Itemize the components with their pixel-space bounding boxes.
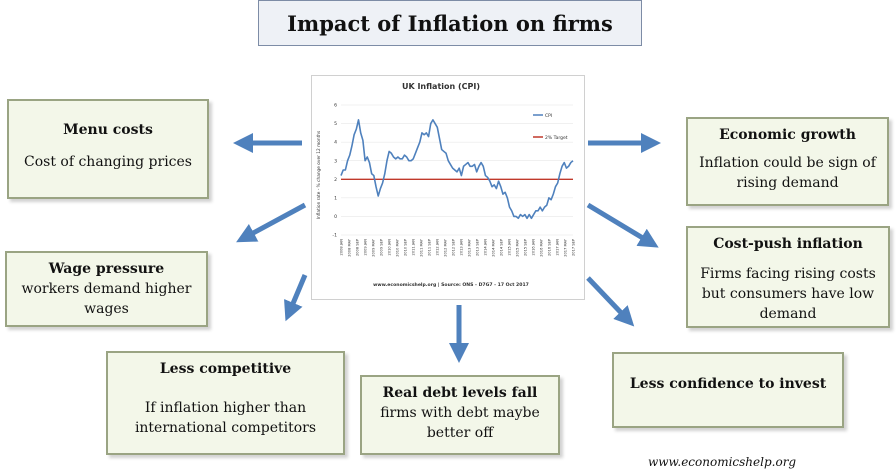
y-tick-label: 3 <box>334 158 337 164</box>
chart-frame <box>311 75 585 300</box>
real-debt-text: firms with debt maybe better off <box>380 405 540 441</box>
x-tick-label: 2017 JAN <box>556 239 560 256</box>
economic-growth-heading: Economic growth <box>719 127 856 143</box>
chart-x-ticks: 2008 JAN 2008 MAY 2008 SEP 2009 JAN 2009 MAY… <box>340 238 576 257</box>
x-tick-label: 2016 JAN <box>532 239 536 256</box>
box-cost-push-inflation: Cost-push inflation Firms facing rising … <box>686 226 890 328</box>
cost-push-heading: Cost-push inflation <box>713 236 863 252</box>
box-wage-pressure: Wage pressure workers demand higher wage… <box>5 251 208 327</box>
title-box: Impact of Inflation on firms <box>258 0 642 46</box>
arrow-to-less-competitive <box>284 274 308 322</box>
chart-source: www.economicshelp.org | Source: ONS - D7… <box>373 282 529 288</box>
y-tick-label: 2 <box>334 177 337 183</box>
x-tick-label: 2017 SEP <box>572 238 576 256</box>
real-debt-heading: Real debt levels fall <box>382 385 538 401</box>
cost-push-text: Firms facing rising costs but consumers … <box>700 266 876 322</box>
y-tick-label: 6 <box>334 103 337 109</box>
box-less-confidence: Less confidence to invest <box>612 352 844 428</box>
y-tick-label: 1 <box>334 195 337 201</box>
x-tick-label: 2010 JAN <box>388 239 392 256</box>
chart-legend: CPI 2% Target <box>533 113 568 141</box>
box-menu-costs: Menu costs Cost of changing prices <box>7 99 209 199</box>
uk-inflation-chart: UK Inflation (CPI) Inflation rate - % ch… <box>311 75 585 300</box>
legend-cpi-label: CPI <box>545 113 552 119</box>
x-tick-label: 2013 MAY <box>468 238 472 257</box>
x-tick-label: 2012 MAY <box>444 238 448 257</box>
x-tick-label: 2014 JAN <box>484 239 488 256</box>
x-tick-label: 2012 SEP <box>452 238 456 256</box>
less-competitive-heading: Less competitive <box>159 361 292 377</box>
footer-url: www.economicshelp.org <box>648 455 797 469</box>
box-economic-growth: Economic growth Inflation could be sign … <box>686 117 889 206</box>
y-tick-label: 5 <box>334 121 337 127</box>
chart-y-axis-label: Inflation rate - % change over 12 months <box>316 130 322 219</box>
x-tick-label: 2017 MAY <box>564 238 568 257</box>
x-tick-label: 2011 JAN <box>412 239 416 256</box>
x-tick-label: 2010 SEP <box>404 238 408 256</box>
arrow-to-wage-pressure <box>236 202 307 243</box>
x-tick-label: 2010 MAY <box>396 238 400 257</box>
x-tick-label: 2008 JAN <box>340 239 344 256</box>
x-tick-label: 2015 SEP <box>524 238 528 256</box>
box-real-debt: Real debt levels fall firms with debt ma… <box>360 375 560 455</box>
cpi-line <box>340 119 574 220</box>
x-tick-label: 2011 SEP <box>428 238 432 256</box>
less-competitive-text: If inflation higher than international c… <box>134 400 317 436</box>
x-tick-label: 2014 MAY <box>492 238 496 257</box>
chart-y-ticks: -1 0 1 2 3 4 5 6 <box>332 103 337 239</box>
y-tick-label: 0 <box>334 214 337 220</box>
x-tick-label: 2008 MAY <box>348 238 352 257</box>
arrow-to-cost-push <box>586 202 659 248</box>
x-tick-label: 2014 SEP <box>500 238 504 256</box>
arrow-to-less-confidence <box>586 276 635 327</box>
x-tick-label: 2009 MAY <box>372 238 376 257</box>
wage-pressure-text: workers demand higher wages <box>21 281 192 317</box>
x-tick-label: 2009 SEP <box>380 238 384 256</box>
y-tick-label: -1 <box>332 233 337 239</box>
x-tick-label: 2016 SEP <box>548 238 552 256</box>
menu-costs-text: Cost of changing prices <box>24 154 192 170</box>
box-less-competitive: Less competitive If inflation higher tha… <box>106 351 345 455</box>
x-tick-label: 2013 SEP <box>476 238 480 256</box>
menu-costs-heading: Menu costs <box>63 122 153 138</box>
wage-pressure-heading: Wage pressure <box>48 261 165 277</box>
page-title: Impact of Inflation on firms <box>287 10 613 36</box>
less-confidence-heading: Less confidence to invest <box>629 376 827 392</box>
x-tick-label: 2008 SEP <box>356 238 360 256</box>
x-tick-label: 2016 MAY <box>540 238 544 257</box>
x-tick-label: 2015 JAN <box>508 239 512 256</box>
x-tick-label: 2011 MAY <box>420 238 424 257</box>
x-tick-label: 2013 JAN <box>460 239 464 256</box>
x-tick-label: 2015 MAY <box>516 238 520 257</box>
x-tick-label: 2012 JAN <box>436 239 440 256</box>
y-tick-label: 4 <box>334 140 337 146</box>
chart-title: UK Inflation (CPI) <box>402 82 480 91</box>
legend-target-label: 2% Target <box>545 135 568 141</box>
economic-growth-text: Inflation could be sign of rising demand <box>699 155 876 191</box>
x-tick-label: 2009 JAN <box>364 239 368 256</box>
